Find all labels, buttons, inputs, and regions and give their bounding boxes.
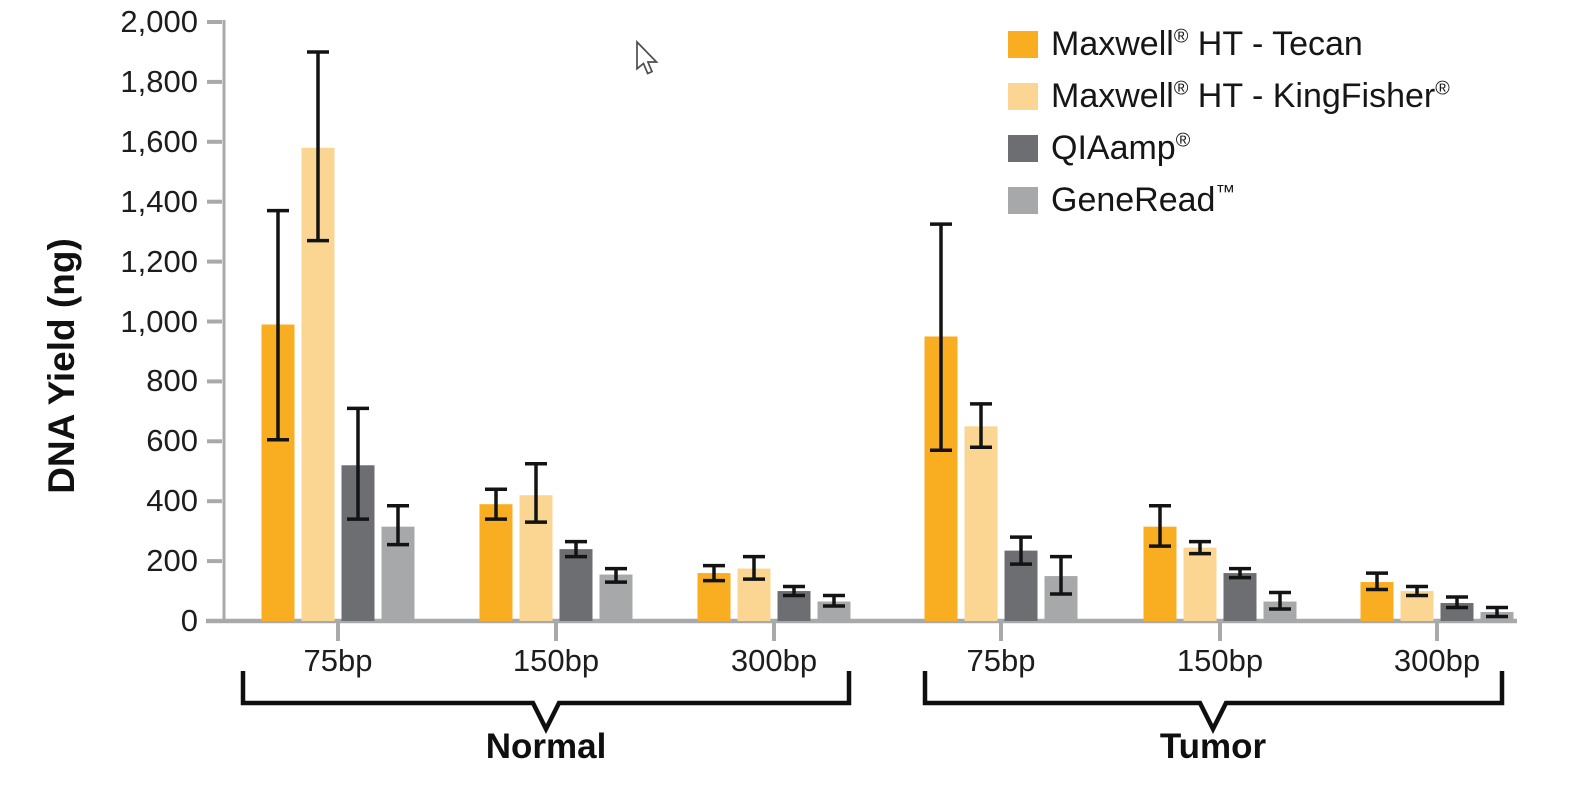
error-bar-generead-normal-75bp: [387, 503, 409, 547]
legend-swatch-tecan: [1008, 30, 1038, 58]
section-bracket-normal: [240, 671, 852, 735]
error-bar-maxwell-ht-kingfisher-tumor-150bp: [1189, 539, 1211, 556]
error-bar-maxwell-ht-tecan-tumor-75bp: [930, 222, 952, 453]
legend-swatch-qiaamp: [1008, 134, 1038, 162]
legend-swatch-generead: [1008, 186, 1038, 214]
mouse-cursor: [636, 39, 659, 75]
error-bar-maxwell-ht-kingfisher-normal-75bp: [307, 50, 329, 243]
y-tick-label: 200: [146, 543, 198, 579]
error-bar-qiaamp-normal-150bp: [565, 539, 587, 559]
error-bar-maxwell-ht-kingfisher-tumor-75bp: [970, 402, 992, 450]
y-tick-label: 1,200: [120, 243, 198, 279]
legend-item-qiaamp: QIAamp®: [1008, 129, 1450, 167]
x-group-label-tumor-300bp: 300bp: [1393, 643, 1481, 678]
error-bar-qiaamp-normal-300bp: [783, 584, 805, 598]
x-group-label-tumor-150bp: 150bp: [1176, 643, 1264, 678]
error-bar-qiaamp-normal-75bp: [347, 406, 369, 521]
section-bracket-tumor: [922, 671, 1505, 735]
error-bar-generead-tumor-75bp: [1050, 554, 1072, 596]
y-tick-label: 600: [146, 423, 198, 459]
bar-maxwell-ht-tecan-normal-150bp: [479, 504, 513, 621]
legend-item-generead: GeneRead™: [1008, 181, 1450, 219]
bar-maxwell-ht-kingfisher-tumor-150bp: [1183, 547, 1217, 621]
error-bar-generead-tumor-150bp: [1269, 590, 1291, 611]
legend-item-tecan: Maxwell® HT - Tecan: [1008, 25, 1450, 63]
bar-qiaamp-normal-150bp: [559, 549, 593, 621]
error-bar-qiaamp-tumor-300bp: [1446, 595, 1468, 610]
x-group-label-tumor-75bp: 75bp: [966, 643, 1036, 678]
y-tick-label: 400: [146, 483, 198, 519]
y-tick-label: 1,800: [120, 63, 198, 99]
error-bar-generead-normal-300bp: [823, 593, 845, 608]
bar-generead-tumor-150bp: [1263, 601, 1297, 621]
error-bar-qiaamp-tumor-75bp: [1010, 535, 1032, 566]
section-label-tumor: Tumor: [1159, 727, 1267, 766]
bar-qiaamp-tumor-150bp: [1223, 573, 1257, 621]
error-bar-maxwell-ht-tecan-tumor-300bp: [1366, 571, 1388, 592]
x-group-label-normal-300bp: 300bp: [730, 643, 818, 678]
legend-swatch-kingfisher: [1008, 82, 1038, 110]
y-tick-label: 1,400: [120, 183, 198, 219]
legend-label-generead: GeneRead™: [1051, 180, 1236, 219]
y-tick-label: 0: [180, 603, 198, 638]
bar-maxwell-ht-kingfisher-tumor-75bp: [964, 426, 998, 621]
y-tick-label: 800: [146, 363, 198, 399]
error-bar-maxwell-ht-tecan-normal-300bp: [703, 563, 725, 583]
error-bar-maxwell-ht-tecan-normal-75bp: [267, 208, 289, 442]
error-bar-maxwell-ht-kingfisher-tumor-300bp: [1406, 584, 1428, 598]
legend-label-qiaamp: QIAamp®: [1051, 128, 1191, 167]
section-label-normal: Normal: [485, 727, 607, 766]
error-bar-qiaamp-tumor-150bp: [1229, 566, 1251, 580]
x-group-label-normal-150bp: 150bp: [512, 643, 600, 678]
error-bar-generead-normal-150bp: [605, 566, 627, 584]
error-bar-maxwell-ht-kingfisher-normal-300bp: [743, 554, 765, 581]
legend-label-kingfisher: Maxwell® HT - KingFisher®: [1051, 76, 1450, 115]
legend: Maxwell® HT - Tecan Maxwell® HT - KingFi…: [1008, 25, 1450, 219]
legend-label-tecan: Maxwell® HT - Tecan: [1051, 24, 1363, 63]
y-tick-label: 1,000: [120, 303, 198, 339]
x-group-label-normal-75bp: 75bp: [303, 643, 373, 678]
legend-item-kingfisher: Maxwell® HT - KingFisher®: [1008, 77, 1450, 115]
y-tick-label: 1,600: [120, 123, 198, 159]
error-bar-generead-tumor-300bp: [1486, 605, 1508, 619]
error-bar-maxwell-ht-kingfisher-normal-150bp: [525, 462, 547, 524]
error-bar-maxwell-ht-tecan-normal-150bp: [485, 487, 507, 521]
error-bar-maxwell-ht-tecan-tumor-150bp: [1149, 503, 1171, 548]
y-tick-label: 2,000: [120, 4, 198, 39]
